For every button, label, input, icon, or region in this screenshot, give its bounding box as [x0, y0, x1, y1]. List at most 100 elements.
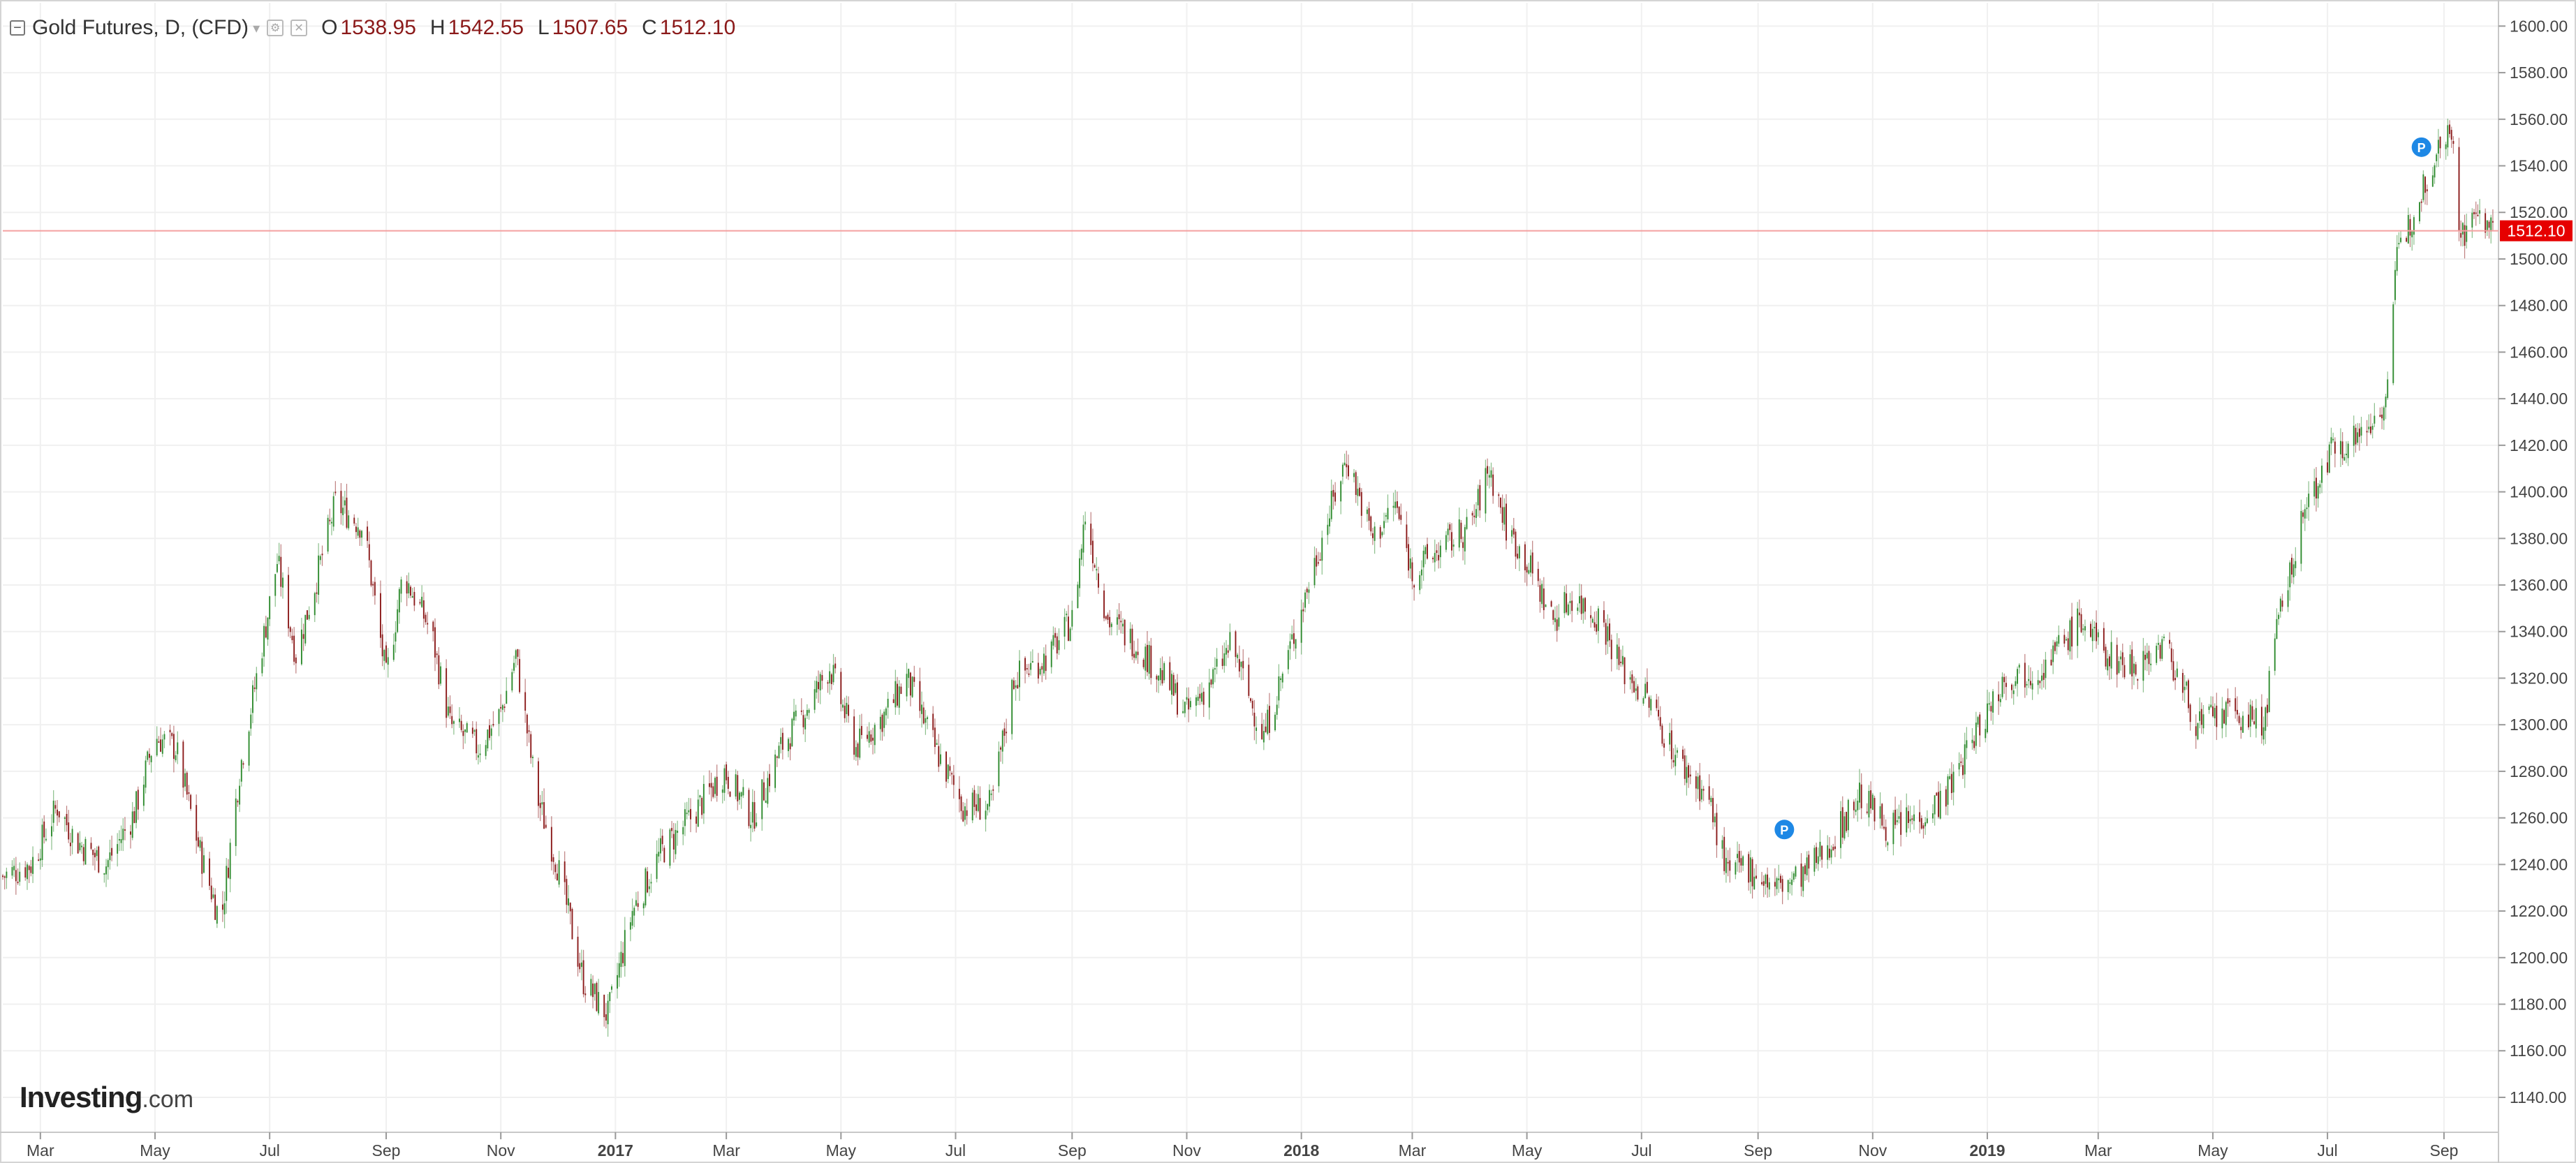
candle-body — [2200, 709, 2202, 725]
candle-body — [1227, 650, 1229, 653]
candle-body — [1669, 732, 1671, 745]
candle-body — [267, 617, 269, 640]
candle-body — [1990, 706, 1992, 712]
candle-body — [660, 838, 661, 854]
candle-body — [870, 734, 872, 742]
candle-body — [1958, 763, 1960, 770]
candle-body — [397, 609, 399, 632]
candle-body — [1344, 462, 1346, 466]
candle-body — [622, 953, 624, 963]
candle-body — [242, 763, 244, 765]
candle-body — [1871, 794, 1874, 810]
candle-body — [41, 824, 43, 861]
candle-body — [727, 776, 729, 790]
candle-body — [960, 796, 962, 811]
candle-body — [38, 859, 40, 861]
candle-body — [1580, 595, 1582, 614]
candle-body — [1569, 600, 1571, 603]
candle-body — [1052, 635, 1054, 646]
chevron-down-icon[interactable]: ▾ — [253, 20, 260, 36]
candle-body — [2248, 714, 2250, 727]
candle-body — [710, 783, 712, 788]
candle-body — [212, 894, 214, 898]
candle-body — [118, 838, 120, 840]
candle-body — [383, 650, 385, 661]
candle-body — [1214, 668, 1216, 670]
candle-body — [300, 629, 302, 665]
candle-body — [1808, 854, 1810, 869]
candle-body — [130, 831, 131, 835]
candle-body — [190, 794, 192, 809]
candle-body — [1590, 615, 1592, 618]
close-icon[interactable]: ✕ — [290, 20, 308, 36]
candle-body — [422, 600, 425, 619]
candle-body — [462, 731, 464, 736]
candle-body — [1620, 661, 1622, 663]
candle-body — [2434, 165, 2436, 178]
candle-body — [751, 801, 753, 823]
candle-body — [2069, 620, 2071, 652]
candle-body — [2142, 651, 2144, 681]
candle-body — [466, 723, 468, 733]
candle-body — [2308, 494, 2310, 508]
logo-brand: Investing — [20, 1081, 142, 1113]
candle-body — [1708, 786, 1710, 800]
candle-body — [1817, 856, 1819, 864]
candle-body — [788, 739, 789, 751]
candle-body — [1451, 532, 1452, 551]
candle-body — [1700, 788, 1702, 800]
candle-body — [1663, 743, 1665, 748]
candle-body — [1821, 845, 1823, 860]
candle-body — [1172, 674, 1175, 696]
candle-body — [872, 737, 874, 741]
candle-body — [2041, 675, 2043, 681]
candle-body — [2054, 642, 2056, 651]
candle-body — [844, 705, 846, 718]
candle-body — [558, 860, 560, 885]
candle-body — [150, 755, 152, 762]
candle-body — [2437, 140, 2439, 154]
candle-body — [1201, 692, 1202, 702]
candle-body — [2424, 177, 2426, 193]
candle-body — [1250, 698, 1251, 702]
candle-body — [887, 699, 889, 708]
candle-body — [1105, 616, 1107, 619]
candle-body — [1860, 784, 1862, 808]
candle-body — [1670, 730, 1672, 760]
candle-body — [210, 885, 212, 900]
last-price-badge — [2500, 220, 2573, 242]
candle-body — [1346, 464, 1348, 468]
gear-icon[interactable]: ⚙ — [267, 20, 284, 36]
candle-body — [1541, 584, 1543, 605]
candle-body — [54, 805, 57, 809]
candle-body — [1385, 515, 1387, 517]
candle-body — [506, 690, 508, 704]
candle-body — [1950, 773, 1952, 794]
candle-body — [1714, 816, 1716, 823]
minus-box-icon[interactable]: − — [10, 20, 25, 36]
candle-body — [19, 871, 21, 882]
candle-body — [932, 713, 934, 730]
candle-body — [936, 743, 938, 745]
symbol-title[interactable]: Gold Futures, D, (CFD) — [32, 16, 249, 39]
candle-body — [1189, 701, 1191, 708]
candle-body — [1503, 507, 1506, 525]
x-tick-label: Jul — [259, 1141, 279, 1160]
candle-body — [2071, 616, 2073, 647]
candle-body — [2011, 684, 2012, 690]
candle-body — [2144, 654, 2146, 660]
candle-body — [1596, 624, 1598, 632]
candle-body — [221, 904, 223, 910]
candle-body — [413, 591, 415, 606]
candle-body — [1765, 874, 1767, 884]
candle-body — [2346, 453, 2347, 455]
candle-body — [2107, 658, 2109, 671]
candle-body — [2279, 598, 2281, 612]
candle-body — [1473, 515, 1475, 517]
candle-body — [951, 773, 953, 775]
candle-body — [1142, 659, 1145, 667]
candle-body — [2225, 702, 2227, 725]
candle-body — [1425, 547, 1427, 554]
